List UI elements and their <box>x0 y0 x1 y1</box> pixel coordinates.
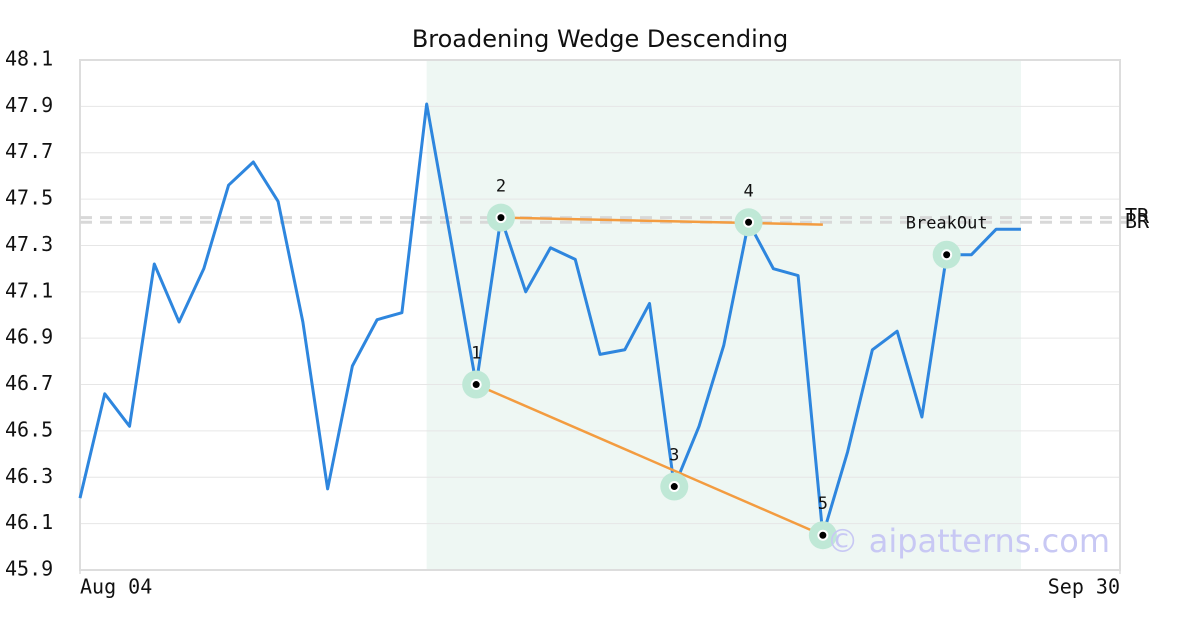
pattern-label: 5 <box>818 494 828 514</box>
x-tick-label: Sep 30 <box>1048 575 1120 599</box>
y-tick-label: 47.5 <box>5 186 53 210</box>
x-tick-label: Aug 04 <box>80 575 152 599</box>
level-label: TR <box>1125 204 1150 228</box>
pattern-point <box>668 481 680 493</box>
pattern-point <box>743 216 755 228</box>
watermark: © aipatterns.com <box>827 522 1110 560</box>
pattern-point <box>470 379 482 391</box>
pattern-label: 4 <box>743 181 753 201</box>
pattern-region <box>426 60 1021 570</box>
y-tick-label: 47.3 <box>5 232 53 256</box>
y-tick-label: 47.1 <box>5 278 53 302</box>
price-line <box>78 102 1021 537</box>
pattern-point <box>941 249 953 261</box>
pattern-label: 1 <box>471 344 481 364</box>
y-tick-label: 46.1 <box>5 510 53 534</box>
y-tick-label: 47.7 <box>5 139 53 163</box>
y-tick-label: 46.3 <box>5 464 53 488</box>
plot-frame <box>79 59 1121 571</box>
y-tick-label: 46.5 <box>5 417 53 441</box>
y-tick-label: 45.9 <box>5 557 53 581</box>
pattern-point <box>817 529 829 541</box>
pattern-label: 3 <box>669 446 679 466</box>
chart-title: Broadening Wedge Descending <box>412 25 788 53</box>
y-tick-label: 47.9 <box>5 93 53 117</box>
y-tick-label: 46.7 <box>5 371 53 395</box>
y-tick-label: 46.9 <box>5 325 53 349</box>
level-label: BR <box>1125 209 1150 233</box>
pattern-label: 2 <box>496 177 506 197</box>
pattern-point <box>495 212 507 224</box>
pattern-label: BreakOut <box>906 214 988 234</box>
trend-line <box>500 216 823 226</box>
trend-line <box>475 383 824 537</box>
y-tick-label: 48.1 <box>5 47 53 71</box>
